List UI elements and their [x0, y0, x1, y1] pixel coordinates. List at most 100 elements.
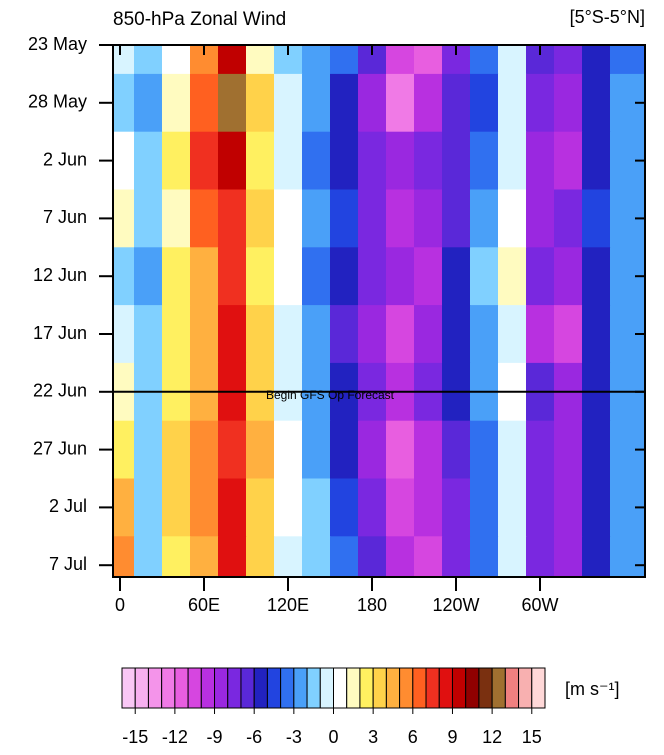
heatmap-cell: [498, 305, 527, 364]
heatmap-cell: [470, 420, 499, 479]
heatmap-cell: [470, 247, 499, 306]
heatmap-cell: [190, 305, 219, 364]
colorbar-box: [333, 667, 348, 709]
heatmap-cell: [113, 305, 135, 364]
heatmap-cell: [414, 45, 443, 75]
heatmap-cell: [554, 478, 583, 537]
heatmap-cell: [302, 305, 331, 364]
heatmap-cell: [582, 420, 611, 479]
colorbar-box: [531, 667, 546, 709]
heatmap-cell: [386, 478, 415, 537]
heatmap-cell: [134, 478, 163, 537]
colorbar-tick-label: 6: [408, 727, 418, 747]
heatmap-cell: [190, 189, 219, 248]
colorbar-box: [240, 667, 255, 709]
heatmap-cell: [554, 131, 583, 190]
y-tick-label: 7 Jun: [43, 207, 87, 227]
heatmap-cell: [414, 305, 443, 364]
colorbar-box: [187, 667, 202, 709]
heatmap-cell: [190, 420, 219, 479]
heatmap-cell: [386, 189, 415, 248]
heatmap-cell: [113, 536, 135, 577]
heatmap-cell: [526, 131, 555, 190]
heatmap-cell: [246, 45, 275, 75]
heatmap-cell: [218, 478, 247, 537]
heatmap-cell: [134, 73, 163, 133]
heatmap-cell: [470, 45, 499, 75]
heatmap-cell: [162, 189, 191, 248]
colorbar-box: [161, 667, 176, 709]
heatmap-cell: [358, 478, 387, 537]
heatmap-cell: [113, 45, 135, 75]
colorbar-tick-label: 15: [522, 727, 542, 747]
heatmap-cell: [330, 131, 359, 190]
heatmap-cell: [386, 73, 415, 133]
heatmap-cell: [414, 478, 443, 537]
heatmap-cell: [498, 45, 527, 75]
colorbar-box: [200, 667, 216, 709]
heatmap-cell: [246, 420, 275, 479]
colorbar-box: [359, 667, 374, 709]
heatmap-cell: [246, 73, 275, 133]
colorbar-label: [m s⁻¹]: [565, 679, 620, 699]
heatmap-cell: [442, 247, 471, 306]
heatmap-cell: [190, 247, 219, 306]
heatmap-cell: [274, 73, 303, 133]
heatmap-cell: [218, 247, 247, 306]
annotation: Begin GFS Op Forecast: [266, 388, 395, 402]
heatmap-cell: [113, 420, 135, 479]
heatmap-cell: [526, 305, 555, 364]
heatmap-cell: [134, 131, 163, 190]
heatmap-cell: [113, 131, 135, 190]
heatmap-cell: [414, 420, 443, 479]
heatmap-cell: [554, 189, 583, 248]
colorbar-tick-label: 9: [447, 727, 457, 747]
heatmap-cell: [274, 131, 303, 190]
heatmap-cell: [554, 73, 583, 133]
heatmap-cell: [442, 478, 471, 537]
heatmap-cell: [302, 73, 331, 133]
colorbar-box: [214, 667, 229, 709]
heatmap-cell: [442, 420, 471, 479]
x-tick-label: 120E: [267, 595, 309, 615]
heatmap-cell: [554, 420, 583, 479]
heatmap-cell: [582, 45, 611, 75]
colorbar-box: [280, 667, 295, 709]
plot-frame: [112, 44, 646, 578]
x-tick-label: 60W: [521, 595, 558, 615]
heatmap-cell: [610, 45, 645, 75]
heatmap-cell: [274, 420, 303, 479]
heatmap-cell: [274, 189, 303, 248]
heatmap-cell: [113, 73, 135, 133]
heatmap-cell: [582, 478, 611, 537]
heatmap-cell: [190, 131, 219, 190]
heatmap-cell: [162, 536, 191, 577]
heatmap-cell: [330, 536, 359, 577]
heatmap-cell: [526, 73, 555, 133]
colorbar-box: [399, 667, 414, 709]
y-tick-label: 7 Jul: [49, 554, 87, 574]
heatmap-cell: [386, 131, 415, 190]
heatmap-cell: [134, 189, 163, 248]
colorbar-tick-label: -15: [122, 727, 148, 747]
heatmap-cell: [358, 420, 387, 479]
colorbar-box: [227, 667, 242, 709]
colorbar-tick-label: -6: [246, 727, 262, 747]
heatmap-cell: [113, 478, 135, 537]
y-tick-label: 2 Jul: [49, 496, 87, 516]
colorbar-tick-label: -9: [207, 727, 223, 747]
chart-subtitle: [5°S-5°N]: [570, 7, 645, 27]
colorbar-box: [319, 667, 334, 709]
heatmap-cell: [386, 45, 415, 75]
heatmap-cell: [218, 73, 247, 133]
heatmap-cell: [498, 420, 527, 479]
colorbar-box: [385, 667, 401, 709]
colorbar-tick-label: -12: [162, 727, 188, 747]
y-tick-label: 23 May: [28, 34, 87, 54]
heatmap-cell: [330, 305, 359, 364]
y-tick-label: 27 Jun: [33, 438, 87, 458]
heatmap-cell: [470, 189, 499, 248]
heatmap-cell: [470, 73, 499, 133]
heatmap-cell: [134, 536, 163, 577]
heatmap-cell: [358, 536, 387, 577]
